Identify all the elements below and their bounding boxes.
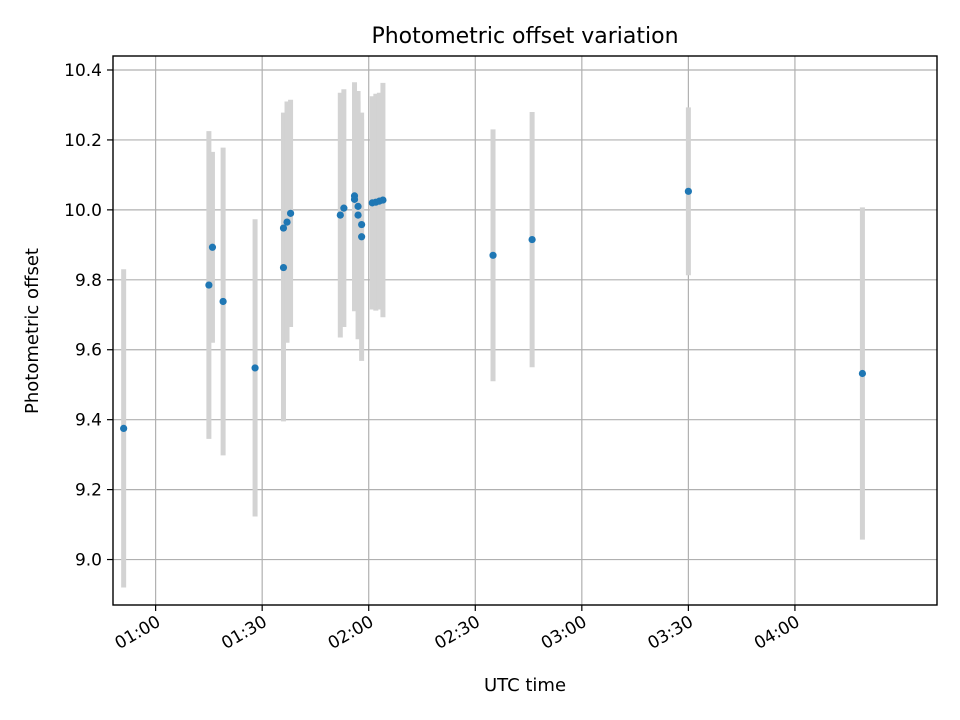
y-tick-label: 9.0 <box>75 551 102 571</box>
data-point <box>340 204 348 212</box>
data-point <box>208 243 217 251</box>
data-point <box>251 364 259 372</box>
x-tick-label: 01:30 <box>218 612 270 654</box>
y-tick-label: 10.0 <box>64 201 102 221</box>
data-point <box>286 209 295 217</box>
plot-frame <box>112 55 938 606</box>
x-tick-label: 02:30 <box>431 612 483 654</box>
y-tick-label: 10.4 <box>64 61 102 81</box>
data-point <box>858 369 867 378</box>
data-point <box>350 195 359 203</box>
data-point <box>219 297 227 306</box>
data-point <box>489 251 497 259</box>
data-point <box>279 224 288 232</box>
data-point <box>354 202 362 210</box>
x-tick-label: 01:00 <box>112 612 164 654</box>
data-point <box>120 424 128 433</box>
x-tick-label: 02:00 <box>325 612 377 654</box>
y-tick-label: 9.4 <box>75 411 102 431</box>
data-point <box>358 220 366 229</box>
data-point <box>358 233 366 241</box>
data-point <box>336 211 344 219</box>
data-point <box>354 211 362 219</box>
axis-ticks: 01:00 01:30 02:00 02:30 03:00 03:30 04:00 9.0 9.… <box>64 61 803 654</box>
y-tick-label: 9.8 <box>75 271 102 291</box>
x-tick-label: 04:00 <box>751 612 803 654</box>
chart-title: Photometric offset variation <box>371 24 678 49</box>
data-point <box>205 281 213 289</box>
x-axis-label: UTC time <box>484 675 566 696</box>
grid <box>113 56 937 605</box>
y-tick-label: 9.2 <box>75 481 102 501</box>
data-point <box>279 263 288 272</box>
y-tick-label: 10.2 <box>64 131 102 151</box>
data-point <box>379 196 387 204</box>
data-point <box>684 187 692 195</box>
data-marks <box>120 82 867 588</box>
data-point <box>283 218 291 226</box>
y-axis-label: Photometric offset <box>22 248 43 414</box>
x-tick-label: 03:30 <box>644 612 696 654</box>
y-tick-label: 9.6 <box>75 341 102 361</box>
data-point <box>528 235 536 244</box>
x-tick-label: 03:00 <box>538 612 590 654</box>
